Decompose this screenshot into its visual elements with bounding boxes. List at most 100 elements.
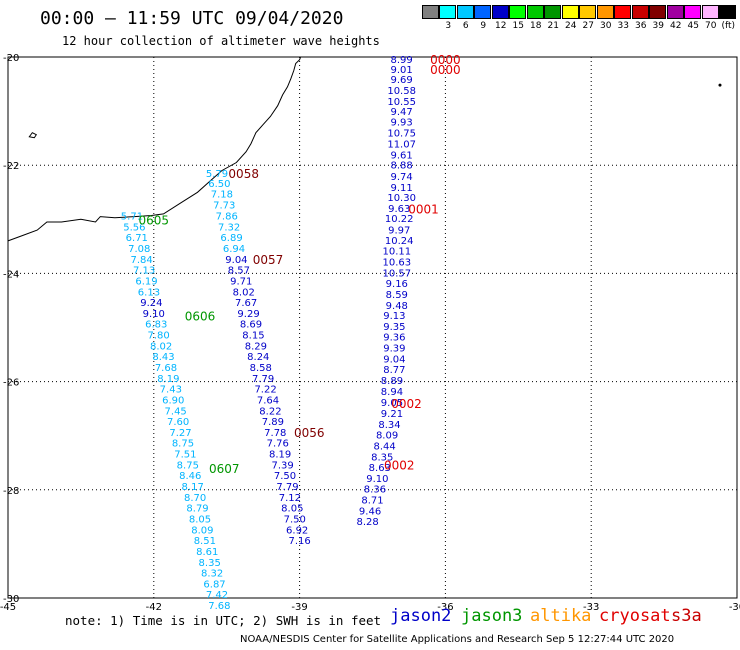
scale-swatch-color <box>579 5 597 19</box>
wave-height-value: 7.79 <box>252 374 274 385</box>
map-border <box>7 56 738 599</box>
wave-height-value: 9.74 <box>391 172 413 183</box>
wave-height-value: 7.86 <box>216 212 238 223</box>
wave-height-color-scale: 3 6 9 12 15 18 21 24 27 30 33 36 39 42 45 70 (ft) <box>421 5 738 31</box>
wave-height-value: 9.05 <box>381 398 403 409</box>
wave-height-value: 9.13 <box>383 311 405 322</box>
wave-height-value: 8.46 <box>179 471 201 482</box>
scale-label: 18 <box>530 21 542 31</box>
wave-height-value: 8.19 <box>269 450 291 461</box>
scale-swatch: 42 <box>666 5 685 31</box>
wave-height-value: 9.69 <box>391 75 413 86</box>
scale-swatch: 18 <box>526 5 545 31</box>
wave-height-value: 7.51 <box>174 450 196 461</box>
wave-height-value: 8.79 <box>186 504 208 515</box>
scale-swatch-color <box>614 5 632 19</box>
lat-tick-label: -30 <box>3 594 19 605</box>
lon-tick-label: -45 <box>0 602 16 613</box>
wave-height-value: 9.10 <box>143 309 165 320</box>
scale-swatch: 70 <box>701 5 720 31</box>
wave-height-value: 8.19 <box>157 374 179 385</box>
legend-s3a: s3a <box>671 606 702 626</box>
scale-swatch-color <box>719 5 737 19</box>
map-subtitle: 12 hour collection of altimeter wave hei… <box>62 34 380 48</box>
scale-swatch-color <box>631 5 649 19</box>
scale-label: 30 <box>600 21 612 31</box>
wave-height-value: 11.07 <box>387 140 416 151</box>
wave-height-value: 7.50 <box>274 471 296 482</box>
wave-height-value: 7.50 <box>284 514 306 525</box>
wave-height-value: 9.63 <box>388 204 410 215</box>
scale-label: 21 <box>547 21 559 31</box>
lon-tick-label: -33 <box>583 602 599 613</box>
wave-height-value: 9.01 <box>391 65 413 76</box>
wave-height-value: 6.19 <box>135 276 157 287</box>
wave-height-value: 5.79 <box>206 169 228 180</box>
pass-number-label: 0001 <box>408 202 439 216</box>
wave-height-value: 8.09 <box>191 525 213 536</box>
wave-height-value: 7.89 <box>262 417 284 428</box>
wave-height-value: 9.47 <box>391 107 413 118</box>
wave-height-value: 8.88 <box>391 161 413 172</box>
scale-label: (ft) <box>721 21 736 31</box>
scale-swatch: 6 <box>456 5 475 31</box>
wave-height-value: 10.63 <box>382 257 411 268</box>
pass-number-label: 0002 <box>391 397 422 411</box>
wave-height-value: 8.75 <box>172 439 194 450</box>
scale-swatch: 39 <box>649 5 668 31</box>
wave-height-value: 7.27 <box>169 428 191 439</box>
wave-height-value: 8.35 <box>371 452 393 463</box>
pass-number-label: 0607 <box>209 462 240 476</box>
wave-height-value: 8.35 <box>199 558 221 569</box>
wave-height-value: 9.04 <box>225 255 247 266</box>
wave-height-value: 10.75 <box>387 129 416 140</box>
scale-swatch: 33 <box>614 5 633 31</box>
wave-height-value: 10.30 <box>387 193 416 204</box>
scale-swatch-color <box>544 5 562 19</box>
wave-height-values: 8.999.019.6910.5810.559.479.9310.7511.07… <box>121 55 416 612</box>
wave-height-value: 10.57 <box>382 268 411 279</box>
scale-swatch: 12 <box>491 5 510 31</box>
wave-height-value: 7.18 <box>211 189 233 200</box>
wave-height-value: 8.61 <box>196 547 218 558</box>
scale-swatch: 30 <box>596 5 615 31</box>
wave-height-value: 8.63 <box>369 463 391 474</box>
legend-jason2: jason2 <box>390 606 452 626</box>
lat-tick-label: -24 <box>3 269 19 280</box>
wave-height-value: 7.73 <box>213 201 235 212</box>
wave-height-value: 8.02 <box>150 341 172 352</box>
scale-swatch <box>421 5 440 31</box>
wave-height-value: 7.13 <box>133 266 155 277</box>
wave-height-value: 8.09 <box>376 431 398 442</box>
scale-label: 39 <box>652 21 664 31</box>
lat-tick-label: -22 <box>3 161 19 172</box>
wave-height-value: 8.28 <box>357 517 379 528</box>
pass-number-label: 0057 <box>253 253 284 267</box>
wave-height-value: 8.29 <box>245 341 267 352</box>
wave-height-value: 9.71 <box>230 276 252 287</box>
wave-height-value: 9.36 <box>383 333 405 344</box>
scale-label: 9 <box>480 21 487 31</box>
footnote: note: 1) Time is in UTC; 2) SWH is in fe… <box>65 613 382 628</box>
wave-height-value: 9.21 <box>381 409 403 420</box>
wave-height-value: 7.68 <box>208 601 230 612</box>
scale-swatch-color <box>666 5 684 19</box>
wave-height-value: 8.99 <box>391 55 413 66</box>
scale-label: 6 <box>462 21 469 31</box>
map-gridlines <box>8 57 737 598</box>
wave-height-value: 8.02 <box>233 287 255 298</box>
wave-height-value: 7.12 <box>279 493 301 504</box>
wave-height-value: 8.24 <box>247 352 269 363</box>
wave-height-value: 6.94 <box>223 244 245 255</box>
wave-height-value: 6.13 <box>138 287 160 298</box>
island-dot <box>718 83 722 87</box>
wave-height-value: 7.43 <box>160 385 182 396</box>
wave-height-value: 8.59 <box>386 290 408 301</box>
scale-label: 33 <box>617 21 629 31</box>
pass-number-label: 0002 <box>384 458 415 472</box>
scale-swatch: (ft) <box>719 5 738 31</box>
scale-swatch: 9 <box>474 5 493 31</box>
wave-height-value: 9.61 <box>391 150 413 161</box>
